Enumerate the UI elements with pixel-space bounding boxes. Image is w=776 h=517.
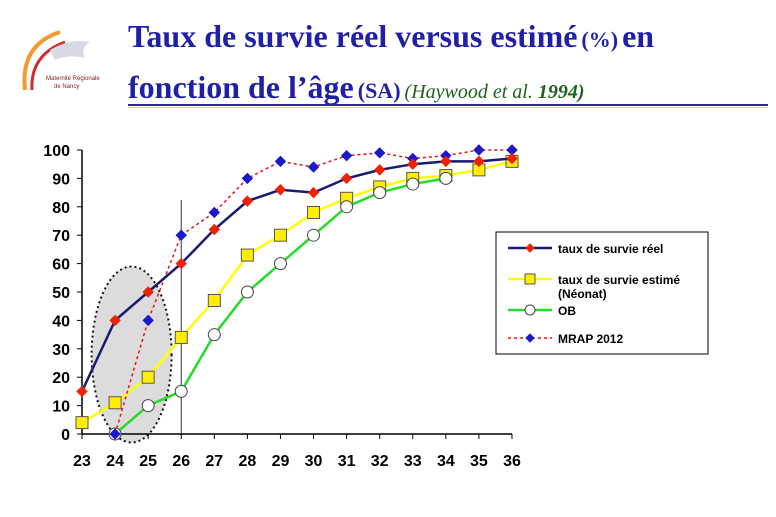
legend-swatch-marker xyxy=(525,243,535,253)
data-point xyxy=(241,172,254,185)
data-point xyxy=(240,285,254,299)
data-point xyxy=(473,155,485,168)
data-point xyxy=(273,257,287,271)
title-unit-1: (%) xyxy=(581,27,619,52)
data-point xyxy=(373,164,386,176)
logo-text-1: Maternité Régionale xyxy=(46,76,100,82)
data-point xyxy=(75,416,89,430)
legend-box xyxy=(495,231,709,355)
data-point xyxy=(307,186,320,199)
y-tick-label: 70 xyxy=(52,228,70,245)
x-tick-label: 29 xyxy=(272,453,290,470)
title-ref-year: 1994) xyxy=(537,81,585,103)
data-point xyxy=(174,330,188,344)
x-tick-label: 25 xyxy=(139,453,157,470)
data-point xyxy=(506,152,518,165)
data-point xyxy=(340,200,354,214)
y-tick-label: 90 xyxy=(52,171,70,188)
title-line-2: fonction de l’âge (SA) (Haywood et al. 1… xyxy=(128,65,768,116)
slide-title: Taux de survie réel versus estimé (%) en… xyxy=(128,14,768,116)
x-tick-label: 35 xyxy=(470,453,488,470)
data-point xyxy=(274,184,287,196)
data-point xyxy=(241,195,254,207)
legend-swatch-marker xyxy=(524,273,536,285)
legend-label-line2: (Néonat) xyxy=(558,287,607,301)
y-tick-label: 80 xyxy=(52,200,70,217)
data-point xyxy=(207,328,221,342)
y-tick-label: 20 xyxy=(52,370,70,387)
legend-label: OB xyxy=(558,304,576,318)
data-point xyxy=(407,158,419,170)
data-point xyxy=(307,205,321,219)
data-point xyxy=(141,399,155,413)
x-tick-label: 31 xyxy=(338,453,356,470)
maternite-logo: Maternité Régionale de Nancy xyxy=(22,30,100,91)
x-tick-label: 30 xyxy=(305,453,323,470)
data-point xyxy=(175,229,187,241)
logo-arc-red xyxy=(30,40,66,91)
legend-label: taux de survie réel xyxy=(558,242,663,256)
title-rule xyxy=(128,104,768,106)
title-unit-2: (SA) xyxy=(357,78,401,103)
legend-label: taux de survie estimé xyxy=(558,273,680,287)
data-point xyxy=(274,155,287,168)
logo-arc-orange xyxy=(22,30,61,91)
series-line xyxy=(80,157,513,392)
y-tick-label: 60 xyxy=(52,257,70,274)
title-text-1b: en xyxy=(622,18,655,54)
data-point xyxy=(141,370,155,384)
data-point xyxy=(340,149,353,162)
data-point xyxy=(207,294,221,308)
data-point xyxy=(109,314,121,327)
highlight-ellipse xyxy=(90,265,173,444)
data-point xyxy=(76,385,88,398)
y-tick-label: 30 xyxy=(52,342,70,359)
x-tick-label: 36 xyxy=(503,453,521,470)
legend-label: MRAP 2012 xyxy=(558,332,623,346)
title-rule-shadow xyxy=(128,107,768,108)
data-point xyxy=(175,257,187,270)
x-tick-label: 24 xyxy=(106,453,124,470)
data-point xyxy=(373,147,386,159)
y-tick-label: 50 xyxy=(52,285,70,302)
x-tick-label: 32 xyxy=(371,453,389,470)
data-point xyxy=(108,396,122,410)
data-point xyxy=(142,314,154,327)
x-tick-label: 27 xyxy=(205,453,223,470)
data-point xyxy=(373,186,387,200)
data-point xyxy=(174,384,188,398)
logo-bird xyxy=(50,41,90,60)
data-point xyxy=(109,428,121,440)
data-point xyxy=(406,177,420,191)
data-point xyxy=(142,286,154,298)
x-tick-label: 28 xyxy=(238,453,256,470)
legend-swatch-marker xyxy=(525,333,535,343)
x-tick-label: 34 xyxy=(437,453,455,470)
data-point xyxy=(473,144,485,156)
legend-swatch-marker xyxy=(524,304,536,316)
data-point xyxy=(340,172,353,185)
data-point xyxy=(440,155,452,168)
x-tick-label: 33 xyxy=(404,453,422,470)
data-point xyxy=(273,228,287,242)
title-reference: (Haywood et al. 1994) xyxy=(405,81,585,103)
data-point xyxy=(208,206,221,219)
data-point xyxy=(208,223,221,236)
x-tick-label: 23 xyxy=(73,453,91,470)
data-point xyxy=(307,228,321,242)
data-point xyxy=(240,248,254,262)
y-tick-label: 0 xyxy=(61,427,70,444)
y-tick-label: 100 xyxy=(43,143,70,160)
logo-text-2: de Nancy xyxy=(54,84,79,90)
title-text-1: Taux de survie réel versus estimé xyxy=(128,18,578,54)
x-tick-label: 26 xyxy=(172,453,190,470)
y-tick-label: 10 xyxy=(52,399,70,416)
title-text-2: fonction de l’âge xyxy=(128,69,354,105)
data-point xyxy=(307,161,320,173)
y-tick-label: 40 xyxy=(52,313,70,330)
title-ref-authors: (Haywood et al. xyxy=(404,81,533,103)
title-line-1: Taux de survie réel versus estimé (%) en xyxy=(128,14,768,65)
data-point xyxy=(439,171,453,185)
